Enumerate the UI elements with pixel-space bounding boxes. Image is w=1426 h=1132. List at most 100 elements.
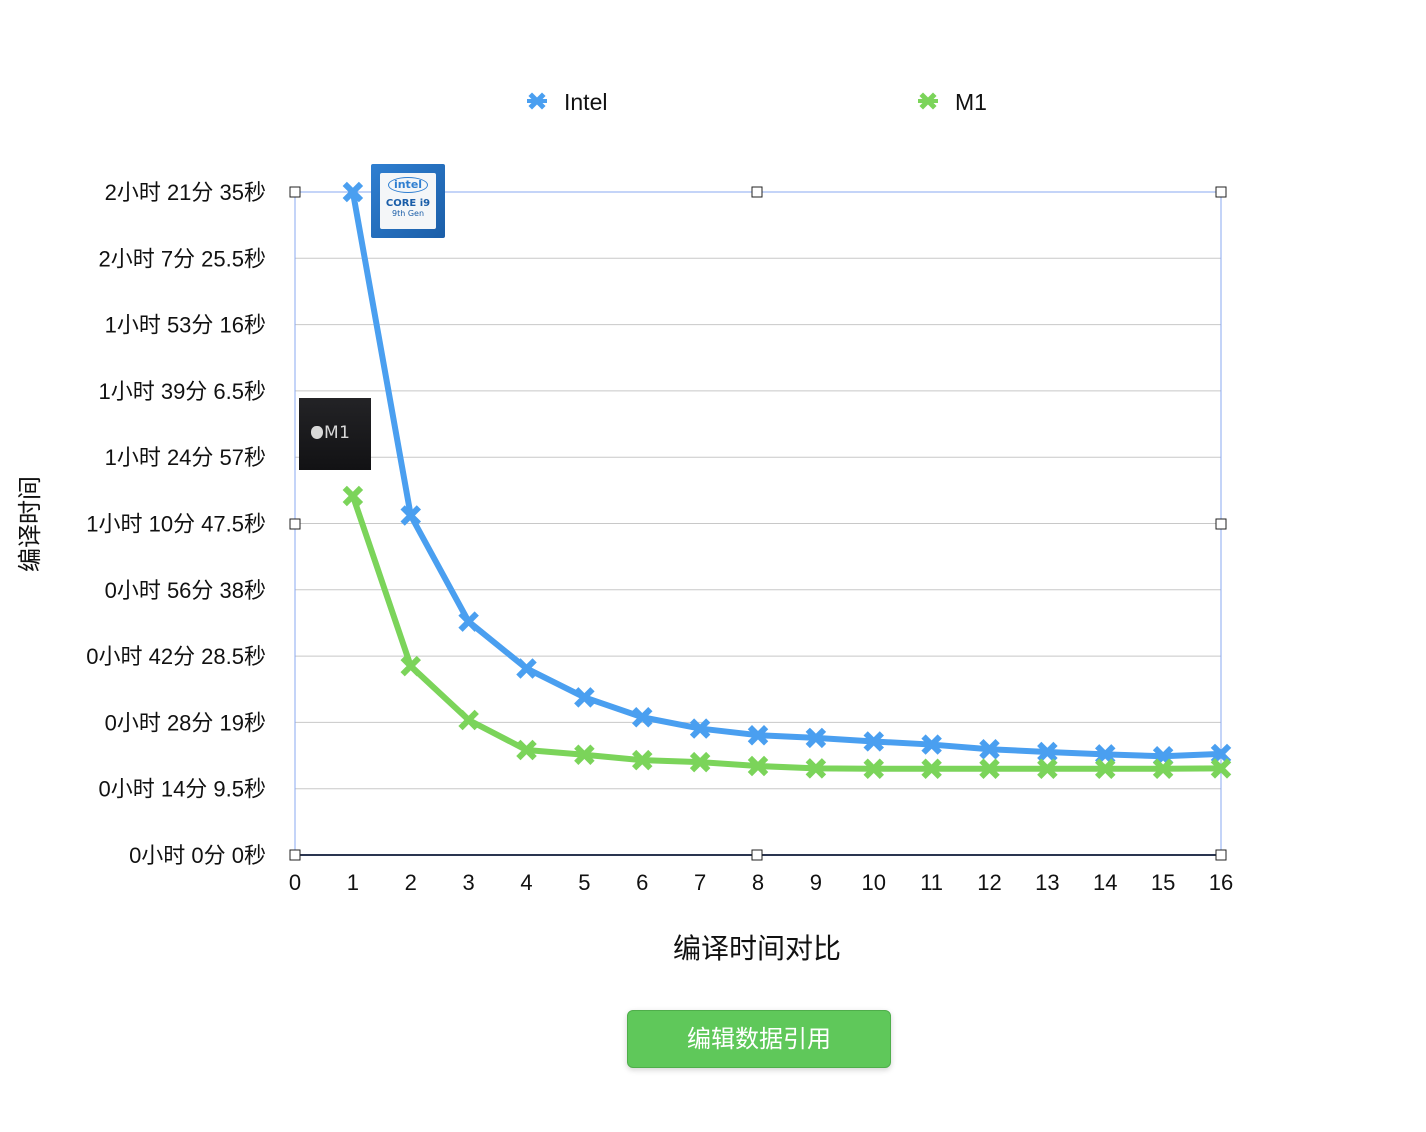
series-line-intel — [349, 191, 1222, 760]
apple-m1-badge: M1 — [299, 398, 371, 470]
marker-stroke — [689, 751, 711, 773]
data-point — [516, 658, 537, 679]
selection-handles[interactable] — [289, 186, 1227, 861]
data-point — [979, 758, 1000, 780]
legend: Intel M1 — [527, 89, 987, 115]
data-point — [400, 505, 421, 526]
data-point — [342, 181, 364, 203]
y-tick-label: 1小时 53分 16秒 — [105, 313, 266, 338]
x-tick-label: 13 — [1035, 870, 1059, 895]
x-tick-label: 3 — [463, 870, 475, 895]
y-tick-label: 1小时 39分 6.5秒 — [98, 379, 266, 404]
data-point — [863, 731, 884, 752]
y-tick-label: 0小时 56分 38秒 — [105, 578, 266, 603]
data-point — [747, 724, 769, 746]
data-point — [921, 758, 942, 780]
intel-badge-line2: 9th Gen — [391, 209, 425, 218]
data-point — [458, 611, 479, 632]
data-point — [1095, 744, 1116, 765]
x-tick-label: 10 — [862, 870, 886, 895]
data-point — [400, 655, 421, 677]
x-axis-ticks: 0 1 2 3 4 5 6 7 8 9 10 11 12 13 14 15 16 — [289, 870, 1233, 895]
data-point — [979, 739, 1000, 760]
x-tick-label: 6 — [636, 870, 648, 895]
data-point — [747, 755, 769, 777]
intel-badge-line1: CORE i9 — [385, 198, 431, 209]
marker-stroke — [574, 744, 595, 765]
series-layer — [342, 181, 1232, 780]
marker-stroke — [400, 655, 421, 677]
legend-label: M1 — [955, 89, 987, 115]
marker-stroke — [632, 707, 653, 728]
y-tick-label: 1小时 24分 57秒 — [105, 445, 266, 470]
data-point — [805, 727, 827, 749]
selection-handle[interactable] — [751, 186, 763, 198]
selection-handle[interactable] — [289, 849, 301, 861]
m1-badge-text: M1 — [324, 423, 351, 443]
apple-logo-icon — [311, 426, 323, 439]
y-axis-ticks: 0小时 0分 0秒 0小时 14分 9.5秒 0小时 28分 19秒 0小时 42分 … — [86, 180, 266, 868]
intel-badge-face: intel CORE i9 9th Gen — [380, 173, 436, 229]
data-point — [689, 751, 711, 773]
x-tick-label: 16 — [1209, 870, 1233, 895]
marker-stroke — [528, 92, 546, 110]
edit-data-references-button[interactable]: 编辑数据引用 — [627, 1010, 891, 1068]
marker-stroke — [1152, 746, 1174, 767]
marker-stroke — [632, 749, 653, 771]
y-tick-label: 0小时 42分 28.5秒 — [86, 644, 266, 669]
legend-label: Intel — [564, 89, 607, 115]
intel-core-i9-badge: intel CORE i9 9th Gen — [371, 164, 445, 238]
data-point — [1210, 758, 1232, 779]
marker-stroke — [805, 758, 827, 779]
selection-handle[interactable] — [1215, 518, 1227, 530]
marker-stroke — [689, 718, 711, 739]
x-tick-label: 8 — [752, 870, 764, 895]
y-tick-label: 0小时 0分 0秒 — [129, 843, 266, 868]
x-tick-label: 11 — [920, 870, 943, 895]
y-tick-label: 0小时 28分 19秒 — [105, 710, 266, 735]
x-tick-label: 1 — [347, 870, 359, 895]
selection-handle[interactable] — [289, 186, 301, 198]
x-tick-label: 4 — [520, 870, 532, 895]
marker-stroke — [1152, 758, 1174, 780]
marker-stroke — [342, 181, 364, 203]
marker-stroke — [1210, 743, 1232, 765]
x-axis-title: 编译时间对比 — [673, 933, 841, 964]
marker-stroke — [516, 739, 537, 761]
marker-stroke — [863, 731, 884, 752]
data-point — [921, 734, 942, 755]
marker-stroke — [863, 758, 884, 780]
marker-stroke — [1095, 744, 1116, 765]
marker-stroke — [574, 687, 595, 708]
marker-stroke — [747, 724, 769, 746]
x-tick-label: 9 — [810, 870, 822, 895]
legend-item-m1: M1 — [918, 89, 987, 115]
selection-handle[interactable] — [751, 849, 763, 861]
marker-stroke — [1037, 741, 1058, 763]
data-point — [1037, 758, 1058, 780]
selection-handle[interactable] — [1215, 849, 1227, 861]
y-tick-label: 1小时 10分 47.5秒 — [86, 512, 266, 537]
data-point — [863, 758, 884, 780]
data-point — [1210, 743, 1232, 765]
data-point — [1037, 741, 1058, 763]
selection-handle[interactable] — [289, 518, 301, 530]
data-point — [574, 744, 595, 765]
marker-stroke — [747, 755, 769, 777]
data-point — [805, 758, 827, 779]
data-point — [1152, 746, 1174, 767]
marker-stroke — [1095, 758, 1116, 780]
x-tick-label: 2 — [405, 870, 417, 895]
x-tick-label: 12 — [977, 870, 1001, 895]
marker-stroke — [458, 709, 479, 731]
data-point — [1095, 758, 1116, 780]
legend-marker — [528, 92, 546, 110]
y-tick-label: 2小时 7分 25.5秒 — [98, 246, 266, 271]
data-point — [458, 709, 479, 731]
x-tick-label: 14 — [1093, 870, 1117, 895]
marker-stroke — [921, 758, 942, 780]
marker-stroke — [805, 727, 827, 749]
selection-handle[interactable] — [1215, 186, 1227, 198]
data-point — [516, 739, 537, 761]
